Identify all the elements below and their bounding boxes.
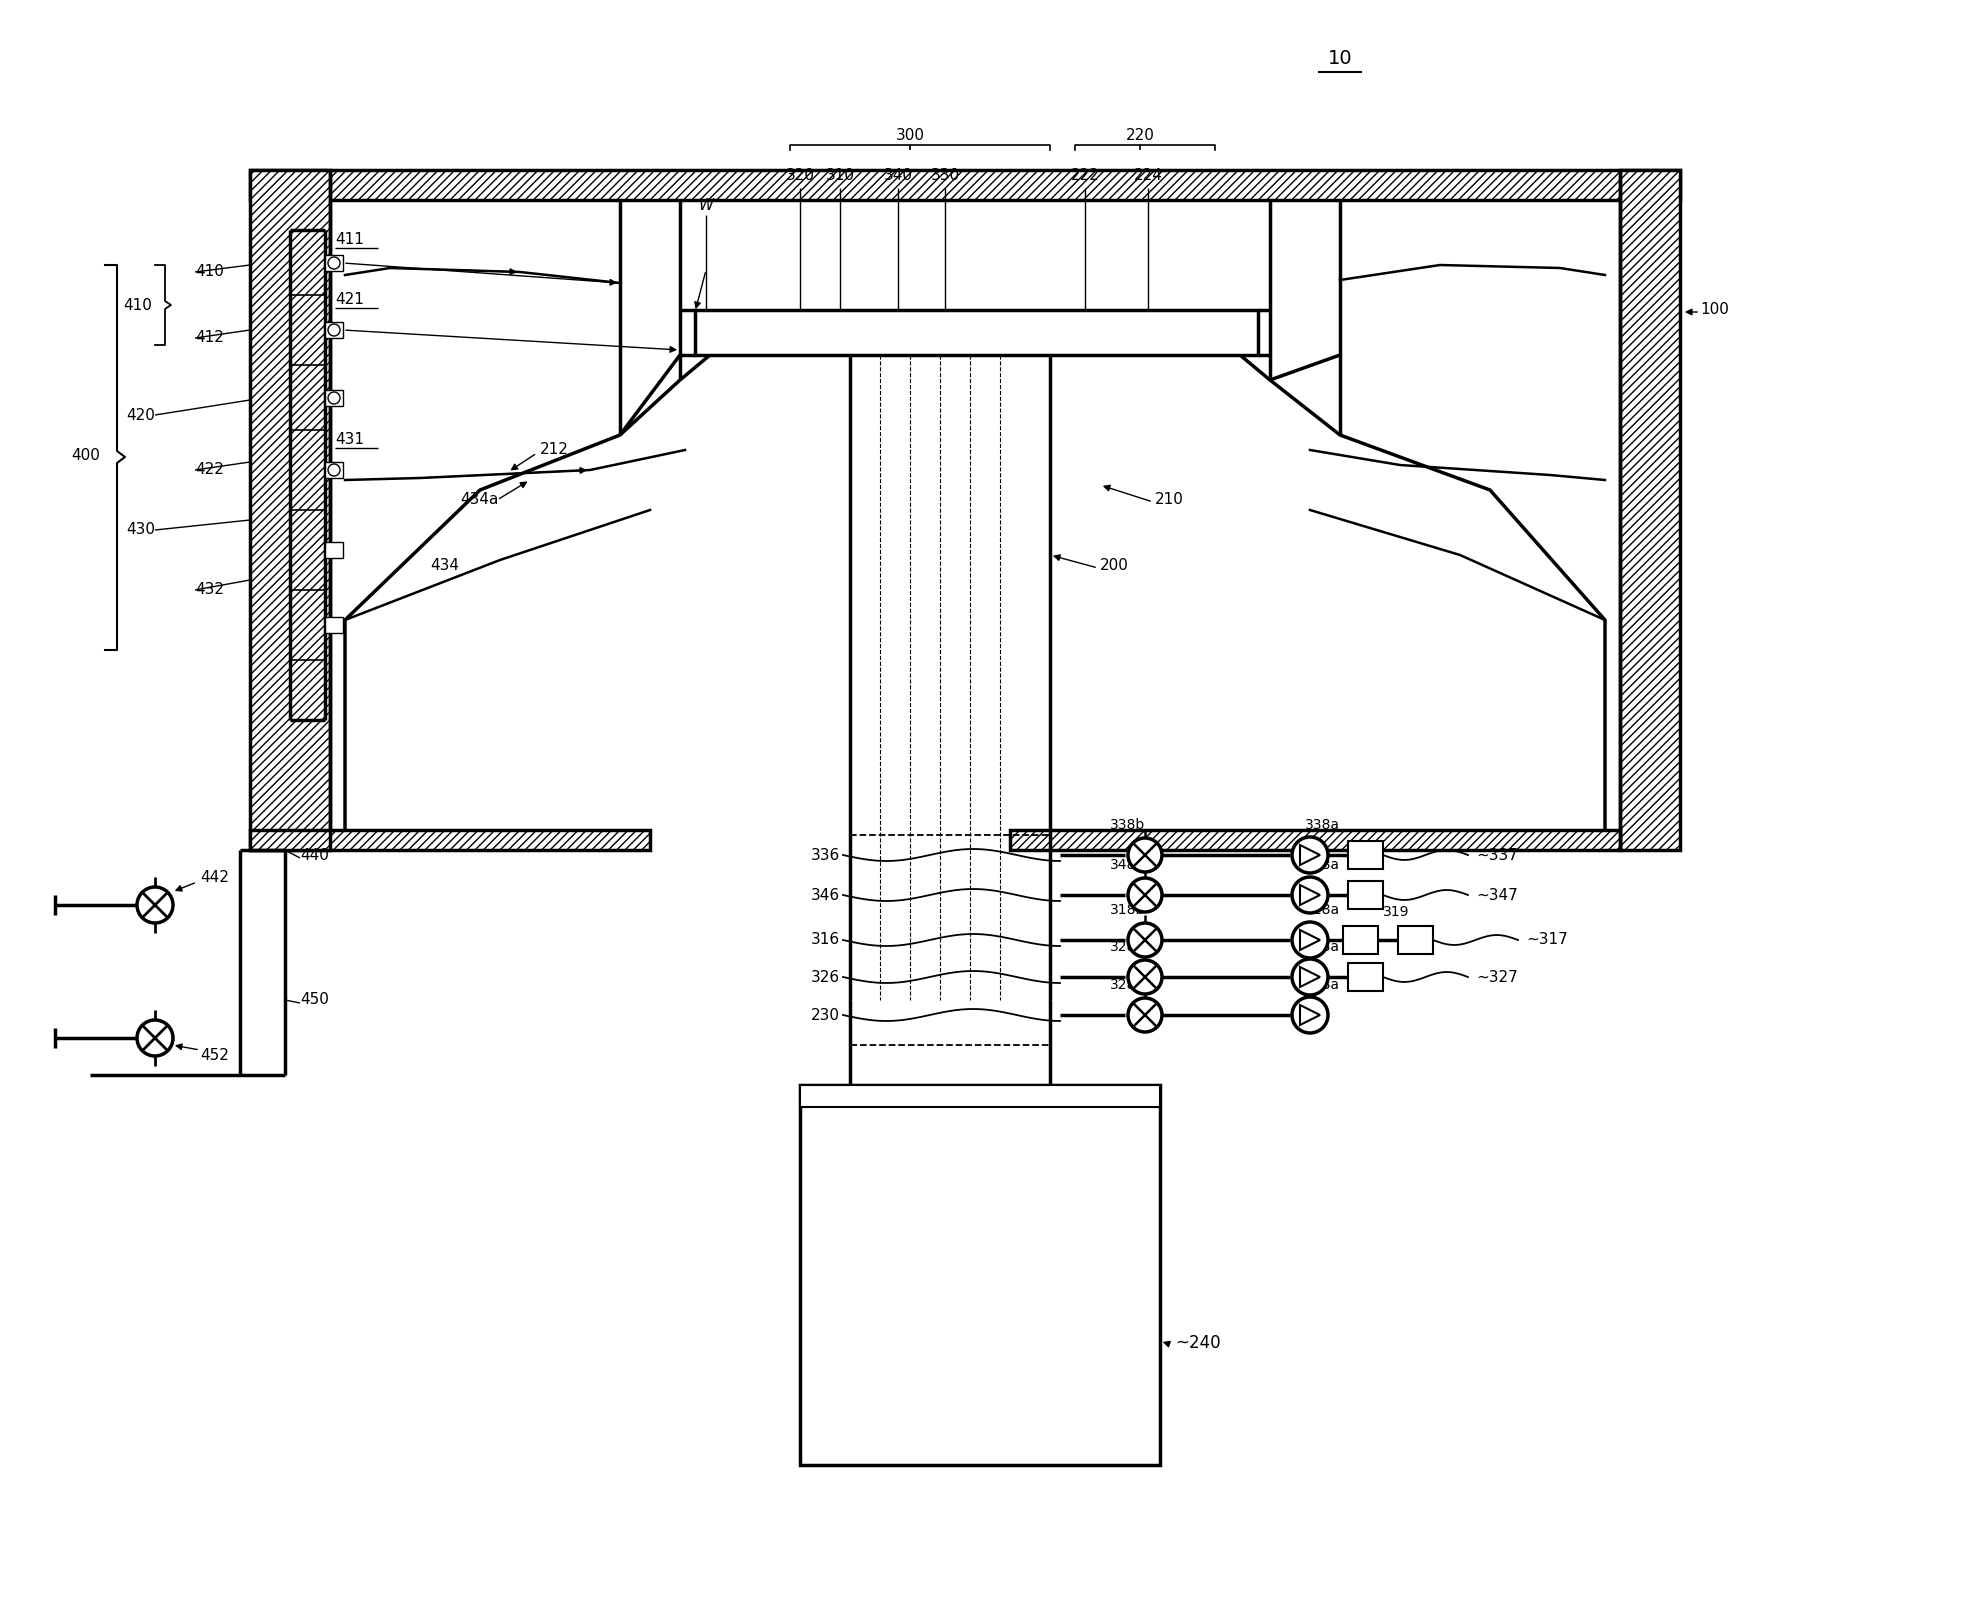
Circle shape <box>1127 998 1161 1032</box>
Text: 318a: 318a <box>1304 902 1340 917</box>
Text: 421: 421 <box>335 292 363 308</box>
Text: 10: 10 <box>1328 48 1352 67</box>
Text: 412: 412 <box>195 331 224 345</box>
Polygon shape <box>1300 845 1320 866</box>
Polygon shape <box>1300 968 1320 987</box>
Text: 328b: 328b <box>1110 941 1145 953</box>
Text: 338a: 338a <box>1304 818 1340 832</box>
Circle shape <box>328 324 339 335</box>
Text: 422: 422 <box>195 463 224 478</box>
Text: 330: 330 <box>931 168 959 182</box>
Bar <box>800 1084 1159 1464</box>
Bar <box>1344 926 1378 953</box>
Bar <box>250 830 649 850</box>
Text: W: W <box>699 198 713 212</box>
Bar <box>326 462 343 478</box>
Circle shape <box>1292 960 1328 995</box>
Text: 210: 210 <box>1155 492 1183 508</box>
Text: 336: 336 <box>810 848 840 862</box>
Circle shape <box>328 391 339 404</box>
Circle shape <box>1127 960 1161 993</box>
Text: 420: 420 <box>127 407 155 423</box>
Text: 400: 400 <box>71 447 99 463</box>
Bar <box>850 835 1050 1044</box>
Text: 230: 230 <box>812 1008 840 1022</box>
Text: 348b: 348b <box>1110 858 1145 872</box>
Polygon shape <box>1300 929 1320 950</box>
Circle shape <box>1127 878 1161 912</box>
Text: 318b: 318b <box>1110 902 1145 917</box>
Circle shape <box>1292 997 1328 1033</box>
Text: 326: 326 <box>812 969 840 984</box>
Text: 340: 340 <box>883 168 913 182</box>
Text: 410: 410 <box>195 265 224 279</box>
Text: 410: 410 <box>123 297 153 313</box>
Bar <box>326 390 343 406</box>
Text: 434: 434 <box>431 557 459 572</box>
Text: ~337: ~337 <box>1477 848 1519 862</box>
Bar <box>1397 926 1433 953</box>
Text: 328a: 328a <box>1304 941 1340 953</box>
Text: 320: 320 <box>786 168 814 182</box>
Bar <box>1348 882 1384 909</box>
Circle shape <box>137 886 173 923</box>
Bar <box>326 616 343 632</box>
Text: 442: 442 <box>200 870 228 885</box>
Text: 440: 440 <box>300 848 330 862</box>
Text: 212: 212 <box>540 442 570 457</box>
Text: ~327: ~327 <box>1477 969 1519 984</box>
Bar <box>800 1084 1159 1107</box>
Bar <box>326 541 343 557</box>
Text: 300: 300 <box>895 128 925 142</box>
Text: 302: 302 <box>846 326 873 340</box>
Circle shape <box>1127 838 1161 872</box>
Text: 348a: 348a <box>1304 858 1340 872</box>
Text: 452: 452 <box>200 1048 228 1062</box>
Text: 100: 100 <box>1699 302 1729 318</box>
Text: ~347: ~347 <box>1477 888 1519 902</box>
Text: 338b: 338b <box>1110 818 1145 832</box>
Bar <box>695 310 1258 355</box>
Bar <box>250 169 330 850</box>
Text: 432: 432 <box>195 583 224 597</box>
Bar <box>1348 842 1384 869</box>
Text: 430: 430 <box>125 522 155 538</box>
Text: 222: 222 <box>1070 168 1100 182</box>
Bar <box>1010 830 1620 850</box>
Bar <box>326 323 343 339</box>
Text: 346: 346 <box>812 888 840 902</box>
Text: 411: 411 <box>335 233 363 248</box>
Text: ~317: ~317 <box>1526 933 1568 947</box>
Text: 224: 224 <box>1133 168 1163 182</box>
Text: 328a: 328a <box>1304 977 1340 992</box>
Text: 316: 316 <box>812 933 840 947</box>
Bar <box>1348 963 1384 992</box>
Circle shape <box>328 465 339 476</box>
Circle shape <box>1292 877 1328 913</box>
Circle shape <box>1127 923 1161 957</box>
Circle shape <box>328 257 339 268</box>
Text: 450: 450 <box>300 992 330 1008</box>
Text: ~240: ~240 <box>1175 1333 1221 1353</box>
Polygon shape <box>1300 885 1320 905</box>
Text: 310: 310 <box>826 168 854 182</box>
Text: 434a: 434a <box>461 492 498 508</box>
Bar <box>1620 169 1679 850</box>
Text: 200: 200 <box>1100 557 1129 572</box>
Circle shape <box>137 1020 173 1056</box>
Text: 328b: 328b <box>1110 977 1145 992</box>
Text: 220: 220 <box>1125 128 1155 142</box>
Bar <box>326 256 343 271</box>
Circle shape <box>1292 921 1328 958</box>
Bar <box>250 169 1679 200</box>
Text: 319: 319 <box>1384 905 1409 918</box>
Circle shape <box>1292 837 1328 874</box>
Polygon shape <box>1300 1005 1320 1025</box>
Text: 431: 431 <box>335 433 363 447</box>
